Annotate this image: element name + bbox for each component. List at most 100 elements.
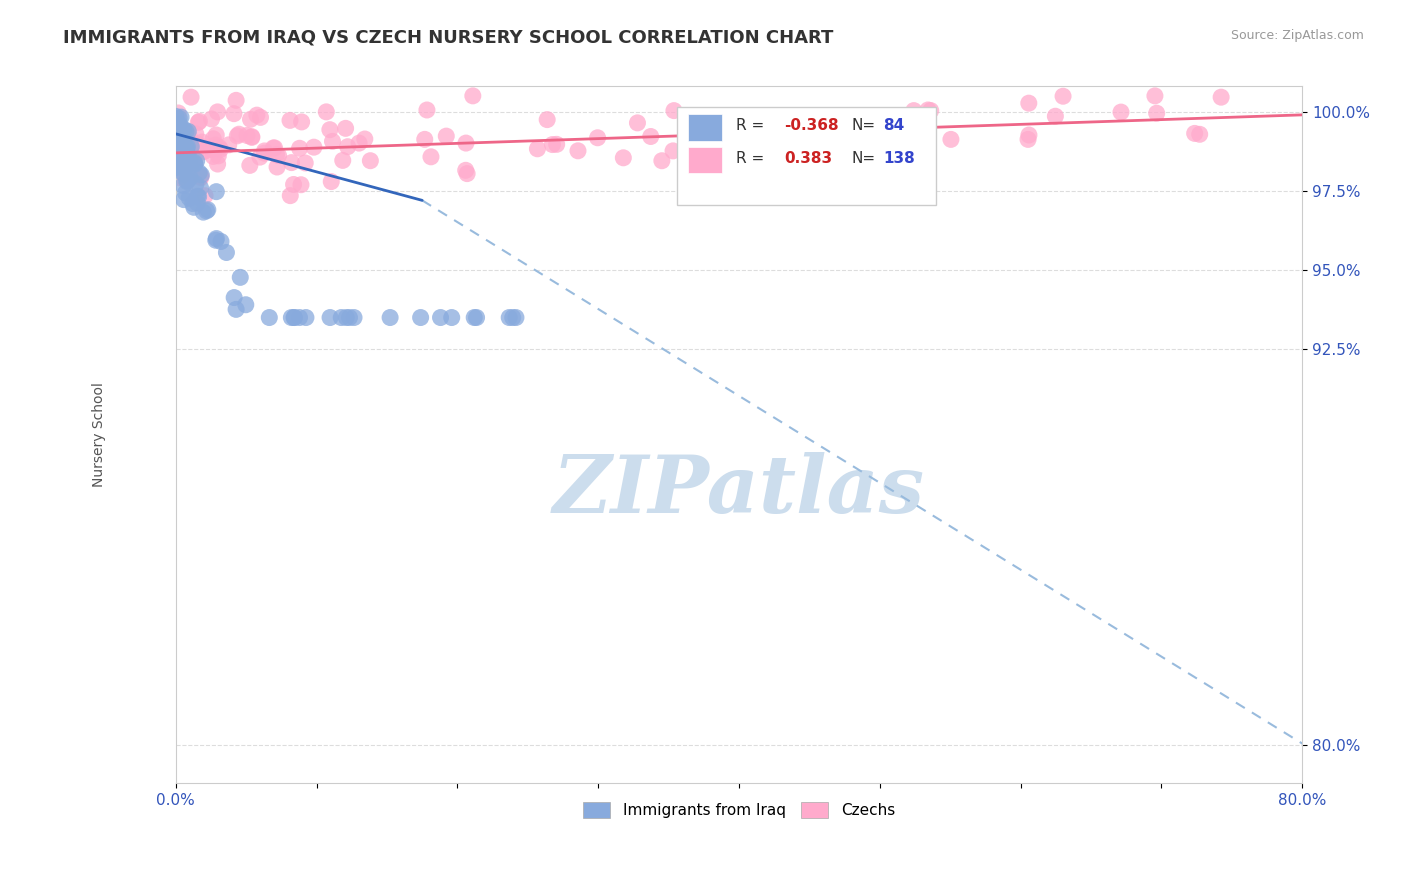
Point [689,145,711,159]
Point [567,144,589,158]
Point [183,155,205,169]
Point [347,136,370,150]
Point [239,112,262,127]
Point [187,137,209,152]
Point [172,131,194,145]
Point [266,160,288,174]
Point [170,140,193,154]
Point [498,310,520,325]
Point [939,132,962,146]
Point [429,310,451,325]
Point [278,113,301,128]
Point [170,141,193,155]
Point [226,128,249,143]
Point [222,106,245,120]
Point [207,104,229,119]
Point [176,140,198,154]
Point [167,129,190,144]
Point [209,143,232,157]
Point [187,115,209,129]
Point [1017,132,1039,146]
Point [1018,96,1040,111]
Point [167,147,190,161]
Point [174,147,197,161]
Point [183,145,205,160]
Point [335,121,357,136]
Point [249,111,271,125]
Text: IMMIGRANTS FROM IRAQ VS CZECH NURSERY SCHOOL CORRELATION CHART: IMMIGRANTS FROM IRAQ VS CZECH NURSERY SC… [63,29,834,46]
Point [332,153,354,168]
Point [174,142,197,156]
Point [461,88,484,103]
Point [321,134,343,148]
Point [173,161,195,175]
Point [169,128,191,143]
Point [291,115,314,129]
Point [218,137,240,152]
Point [169,159,191,173]
Point [225,93,247,107]
Point [330,310,353,325]
Text: Source: ZipAtlas.com: Source: ZipAtlas.com [1230,29,1364,42]
Point [190,181,212,195]
Point [184,157,207,171]
Point [176,140,198,154]
Point [174,142,197,156]
Point [319,310,342,325]
Point [239,158,262,172]
Point [197,202,219,217]
Point [165,109,187,123]
Point [183,200,205,214]
Point [280,155,302,169]
Point [181,196,204,211]
Point [440,310,463,325]
Point [536,112,558,127]
Point [236,128,259,143]
Point [170,110,193,124]
Point [166,126,188,140]
Point [1018,128,1040,142]
Text: R =: R = [735,118,769,133]
Point [1143,88,1166,103]
Point [177,142,200,156]
Point [737,153,759,167]
Point [246,108,269,122]
Point [172,136,194,150]
Point [166,161,188,175]
Point [278,188,301,202]
Y-axis label: Nursery School: Nursery School [93,383,107,487]
Point [174,186,197,200]
Point [205,185,228,199]
Point [188,166,211,180]
Point [195,203,218,218]
Legend: Immigrants from Iraq, Czechs: Immigrants from Iraq, Czechs [576,796,901,824]
Point [172,178,194,193]
Point [283,178,305,192]
Point [167,106,190,120]
Point [288,310,311,325]
Point [626,116,648,130]
Point [184,177,207,191]
Point [825,119,848,133]
Point [207,157,229,171]
Point [249,150,271,164]
Point [177,154,200,169]
Point [179,191,201,205]
Point [165,152,187,166]
Text: 138: 138 [883,152,915,166]
Point [204,233,226,247]
Point [1045,109,1067,123]
Point [235,298,257,312]
Point [190,169,212,184]
Point [253,144,276,158]
Point [335,310,357,325]
Point [173,137,195,152]
Point [541,137,564,152]
Point [186,153,208,168]
Point [184,146,207,161]
Point [505,310,527,325]
FancyBboxPatch shape [678,107,936,205]
Point [169,117,191,131]
Point [359,153,381,168]
Point [173,193,195,207]
